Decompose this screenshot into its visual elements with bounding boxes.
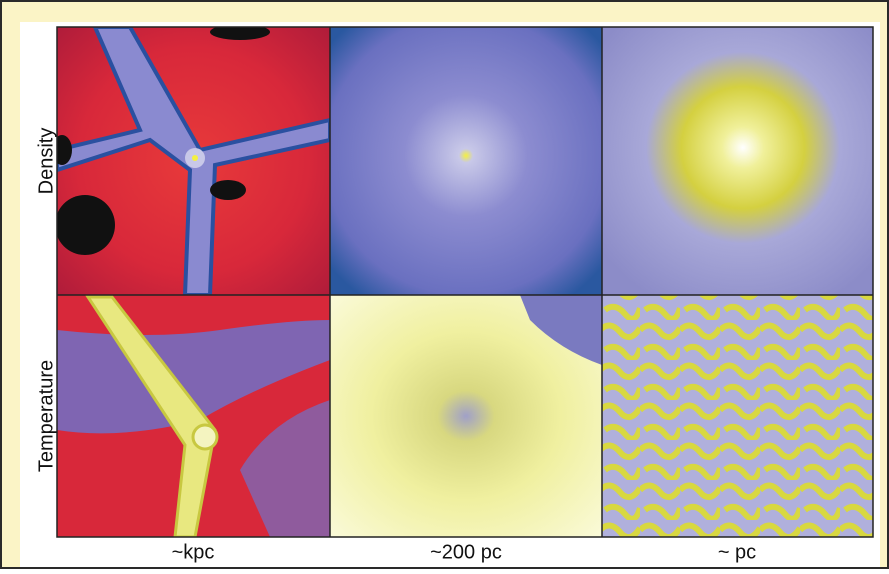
- row-label: Density: [35, 128, 57, 195]
- figure: Density Temperature ~kpc ~200 pc ~ pc: [0, 0, 889, 569]
- row-label: Temperature: [35, 360, 57, 472]
- column-label: ~kpc: [172, 541, 215, 563]
- temperature-pc: [602, 295, 873, 537]
- density-200pc: [330, 27, 602, 295]
- column-label: ~200 pc: [430, 541, 502, 563]
- temperature-kpc: [57, 295, 330, 537]
- column-label: ~ pc: [718, 541, 756, 563]
- density-kpc: [52, 24, 330, 295]
- density-pc: [602, 27, 873, 295]
